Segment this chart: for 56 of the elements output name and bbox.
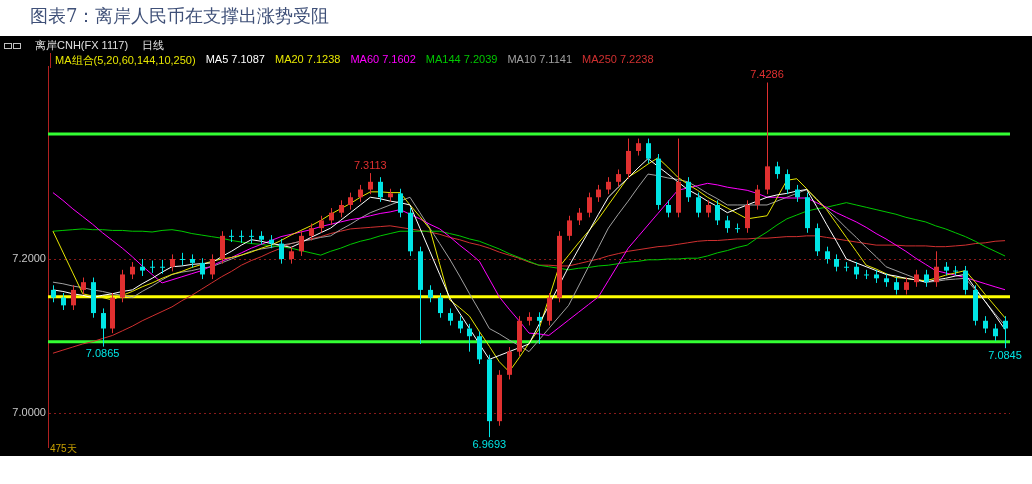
text: MA10 7.1141 <box>507 53 573 67</box>
candlestick <box>963 265 968 296</box>
candlestick <box>398 188 403 218</box>
y-tick-label: 7.0000 <box>12 406 46 419</box>
text: MA250 7.2238 <box>582 53 654 67</box>
candlestick <box>299 230 304 257</box>
annotation: 7.0865 <box>85 347 120 360</box>
candlestick <box>934 250 939 288</box>
candlestick <box>239 229 244 244</box>
candlestick <box>101 307 106 348</box>
candlestick <box>686 176 691 203</box>
annotation: 7.4286 <box>750 68 784 81</box>
candlestick <box>626 138 631 180</box>
candlestick <box>150 260 155 274</box>
y-tick-label: 7.2000 <box>12 252 46 265</box>
text: 日线 <box>142 38 165 53</box>
text: 离岸CNH(FX 1117) <box>35 38 129 53</box>
text: MA20 7.1238 <box>274 53 341 67</box>
chart-title: 图表7：离岸人民币在支撑出涨势受阻 <box>30 4 330 28</box>
candlestick <box>229 229 234 243</box>
text: MA144 7.2039 <box>425 53 498 67</box>
candlestick <box>696 192 701 218</box>
candlestick <box>378 176 383 203</box>
candlestick <box>368 172 373 195</box>
candlestick <box>220 230 225 265</box>
candlestick <box>120 269 125 303</box>
candlestick <box>200 257 205 280</box>
candlestick <box>715 199 720 226</box>
candlestick <box>467 323 472 353</box>
candlestick <box>537 311 542 345</box>
candlestick <box>587 192 592 218</box>
annotation: 6.9693 <box>472 437 507 450</box>
candlestick <box>438 292 443 319</box>
candlestick <box>745 199 750 234</box>
annotation: 7.0845 <box>988 348 1022 361</box>
candlestick <box>567 215 572 241</box>
candlestick <box>210 253 215 280</box>
annotation: 475天 <box>50 442 77 456</box>
candlestick <box>279 238 284 265</box>
candlestick <box>755 184 760 211</box>
annotation: 7.3113 <box>353 158 387 171</box>
candlestick <box>477 331 482 365</box>
candlestick <box>765 82 770 195</box>
candlestick <box>71 284 76 311</box>
text: MA5 7.1087 <box>205 53 265 67</box>
candlestick <box>815 223 820 257</box>
candlestick <box>180 252 185 266</box>
candlestick <box>785 168 790 195</box>
legend-title: MA组合(5,20,60,144,10,250) <box>55 53 196 68</box>
text: MA60 7.1602 <box>350 53 416 67</box>
candlestick <box>507 346 512 380</box>
candlestick <box>160 259 165 275</box>
candlestick <box>1003 315 1008 349</box>
candlestick <box>646 138 651 164</box>
candlestick <box>547 292 552 326</box>
candlestick <box>249 229 254 245</box>
